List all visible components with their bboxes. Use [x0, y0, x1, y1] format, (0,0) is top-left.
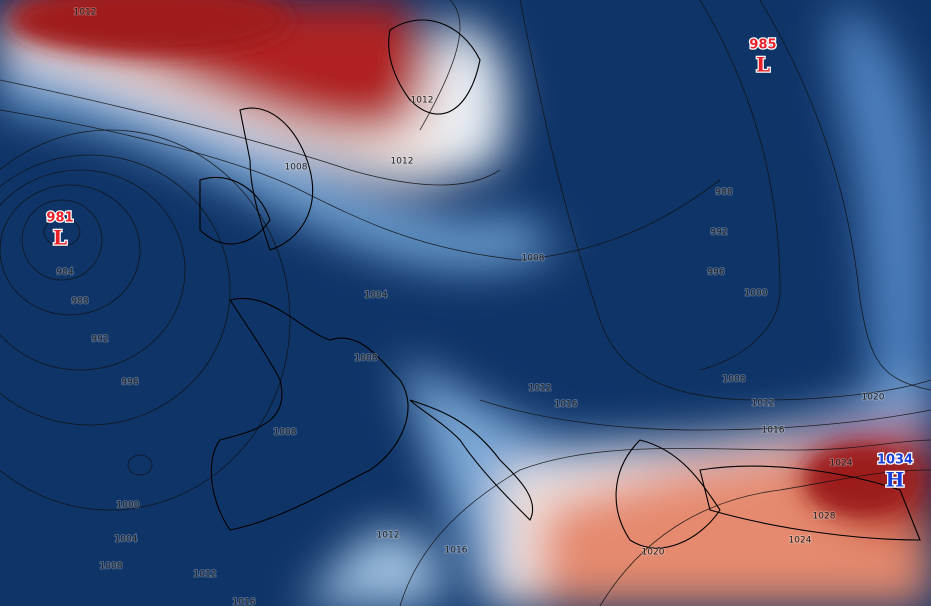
- isobar-label: 1012: [194, 570, 217, 580]
- center-value: 981: [46, 211, 73, 226]
- isobar-label: 1008: [723, 375, 746, 385]
- light-scandinavia: [440, 20, 508, 171]
- isobar: [0, 109, 721, 261]
- britain: [239, 107, 314, 251]
- center-value: 985: [749, 38, 776, 53]
- isobar-label: 1012: [752, 399, 775, 409]
- isobar-label: 1012: [74, 8, 97, 18]
- ireland: [199, 176, 271, 245]
- isobar-label: 1000: [745, 289, 768, 299]
- norway: [388, 19, 481, 115]
- isobar: [699, 0, 781, 371]
- greece: [615, 439, 721, 549]
- isobar-label: 1016: [445, 546, 468, 556]
- isobar: [419, 0, 461, 131]
- center-letter: H: [886, 468, 905, 492]
- iberia-france: [210, 297, 409, 531]
- warm-core-north: [10, 0, 290, 55]
- isobar-labels: 1012 1012 1012 1008 1008 1004 1008 984 988 992 996…: [55, 7, 885, 606]
- isobar: [43, 217, 81, 247]
- isobar-label: 1012: [411, 96, 434, 106]
- south-light-blue: [300, 529, 440, 606]
- isobar-label: 996: [121, 378, 138, 388]
- isobar: [759, 0, 931, 391]
- isobar-label: 1020: [862, 393, 885, 403]
- isobar: [21, 199, 103, 281]
- isobar: [127, 454, 153, 476]
- isobar: [0, 184, 141, 316]
- center-letter: L: [756, 53, 770, 77]
- coastlines: [199, 19, 921, 549]
- isobar-label: 988: [71, 297, 88, 307]
- isobar-label: 992: [710, 228, 727, 238]
- isobar-label: 1016: [762, 426, 785, 436]
- isobar-label: 1024: [789, 536, 812, 546]
- isobar-label: 1004: [115, 535, 138, 545]
- isobar: [0, 79, 501, 186]
- isobar-label: 992: [91, 335, 108, 345]
- isobar-label: 1008: [355, 354, 378, 364]
- isobar: [399, 439, 931, 606]
- isobar-label: 988: [715, 188, 732, 198]
- isobar-label: 1024: [830, 459, 853, 469]
- isobar-label: 996: [707, 268, 724, 278]
- isobar: [0, 169, 186, 371]
- italy: [409, 399, 534, 521]
- isobar: [479, 399, 931, 431]
- isobar-label: 1012: [391, 157, 414, 167]
- turkey: [699, 465, 921, 541]
- isobar-label: 1008: [100, 562, 123, 572]
- center-letter: L: [53, 226, 67, 250]
- isobar-label: 1008: [522, 254, 545, 264]
- isobar-label: 1000: [117, 501, 140, 511]
- isobar-label: 1008: [285, 163, 308, 173]
- isobar-label: 1016: [233, 598, 256, 606]
- isobar: [0, 129, 291, 511]
- isobar-label: 1012: [529, 384, 552, 394]
- isobar-label: 1020: [642, 548, 665, 558]
- isobar: [0, 154, 231, 426]
- high-core: [805, 445, 915, 515]
- center-value: 1034: [877, 453, 913, 468]
- isobar-label: 1016: [555, 400, 578, 410]
- isobar-label: 1012: [377, 531, 400, 541]
- isobar-label: 1004: [365, 291, 388, 301]
- isobar: [599, 469, 931, 606]
- isobar: [519, 0, 931, 401]
- isobar-label: 984: [56, 268, 73, 278]
- isobar-label: 1008: [274, 428, 297, 438]
- isobar-label: 1028: [813, 512, 836, 522]
